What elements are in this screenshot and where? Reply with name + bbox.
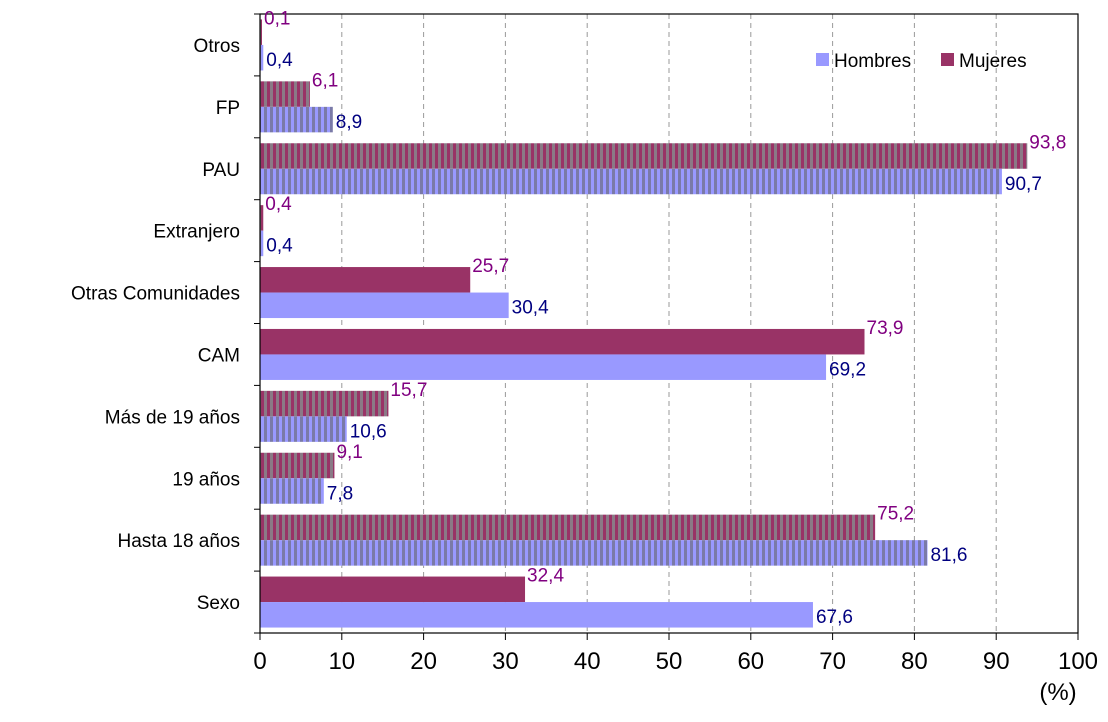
bar-mujeres-pau: [260, 143, 1028, 169]
x-tick-label-60: 60: [737, 648, 764, 675]
category-label-mas-de-19-anos: Más de 19 años: [105, 407, 240, 428]
x-tick-label-30: 30: [492, 648, 519, 675]
bar-mujeres-fp: [260, 81, 310, 107]
bars: [260, 19, 1028, 628]
bar-mujeres-sexo: [260, 576, 526, 603]
bar-hombres-sexo: [260, 602, 813, 628]
category-label-cam: CAM: [198, 345, 240, 366]
data-label-hombres-otros: 0,4: [266, 50, 293, 71]
x-tick-label-80: 80: [901, 648, 928, 675]
category-label-19-anos: 19 años: [172, 469, 240, 490]
data-label-hombres-pau: 90,7: [1005, 174, 1042, 195]
x-tick-label-0: 0: [253, 648, 266, 675]
gridlines: [341, 14, 997, 633]
bar-hombres-pau: [260, 168, 1002, 195]
category-label-hasta-18-anos: Hasta 18 años: [117, 531, 240, 552]
data-label-mujeres-mas-de-19-anos: 15,7: [390, 380, 427, 401]
bar-hombres-mas-de-19-anos: [260, 416, 347, 442]
bar-hombres-hasta-18-anos: [260, 540, 928, 566]
legend-swatch-hombres: [816, 53, 829, 66]
legend-label-mujeres: Mujeres: [959, 51, 1027, 72]
x-tick-label-20: 20: [410, 648, 437, 675]
data-label-hombres-mas-de-19-anos: 10,6: [350, 421, 387, 442]
x-tick-labels: 0 10 20 30 40 50 60 70 80 90 100: [253, 648, 1098, 675]
data-labels: 0,1 0,4 6,1 8,9 93,8 90,7 0,4 0,4 25,730,4 73,969…: [264, 8, 1066, 628]
bar-mujeres-otros: [260, 19, 262, 45]
legend: Hombres Mujeres: [816, 51, 1027, 72]
category-label-otras-comunidades: Otras Comunidades: [71, 284, 240, 305]
bar-mujeres-extranjero: [260, 205, 264, 231]
bar-hombres-19-anos: [260, 478, 324, 504]
bar-hombres-extranjero: [260, 230, 264, 257]
data-label-hombres-19-anos: 7,8: [327, 483, 353, 504]
data-label-mujeres-sexo: 32,4: [527, 566, 564, 587]
data-label-mujeres-hasta-18-anos: 75,2: [877, 504, 914, 525]
data-label-mujeres-fp: 6,1: [312, 70, 338, 91]
bar-hombres-fp: [260, 106, 333, 133]
data-label-hombres-hasta-18-anos: 81,6: [930, 545, 967, 566]
bar-mujeres-otras-comunidades: [260, 267, 471, 293]
data-label-mujeres-otras-comunidades: 25,7: [472, 256, 509, 277]
legend-swatch-mujeres: [941, 53, 954, 66]
x-unit-label: (%): [1039, 679, 1076, 706]
data-label-hombres-fp: 8,9: [336, 112, 362, 133]
bar-mujeres-mas-de-19-anos: [260, 390, 389, 417]
category-label-otros: Otros: [194, 36, 240, 57]
data-label-hombres-extranjero: 0,4: [266, 236, 293, 257]
data-label-mujeres-19-anos: 9,1: [336, 442, 362, 463]
bar-mujeres-cam: [260, 328, 865, 355]
category-labels: Otros FP PAU Extranjero Otras Comunidades CAM…: [71, 36, 240, 614]
bar-hombres-otros: [260, 44, 264, 71]
data-label-hombres-cam: 69,2: [829, 359, 866, 380]
data-label-mujeres-extranjero: 0,4: [265, 194, 292, 215]
x-tick-label-100: 100: [1058, 648, 1098, 675]
category-label-sexo: Sexo: [197, 593, 240, 614]
category-label-extranjero: Extranjero: [153, 222, 240, 243]
legend-label-hombres: Hombres: [834, 51, 911, 72]
bar-hombres-otras-comunidades: [260, 292, 509, 319]
bar-hombres-cam: [260, 354, 827, 380]
bar-mujeres-19-anos: [260, 452, 335, 479]
data-label-mujeres-pau: 93,8: [1029, 132, 1066, 153]
x-tick-label-70: 70: [819, 648, 846, 675]
x-tick-label-50: 50: [656, 648, 683, 675]
data-label-hombres-sexo: 67,6: [816, 607, 853, 628]
data-label-mujeres-otros: 0,1: [264, 8, 290, 29]
category-label-pau: PAU: [202, 160, 240, 181]
x-tick-label-40: 40: [574, 648, 601, 675]
data-label-mujeres-cam: 73,9: [867, 318, 904, 339]
category-label-fp: FP: [216, 98, 240, 119]
axes: [254, 13, 1079, 640]
bar-mujeres-hasta-18-anos: [260, 514, 876, 541]
x-tick-label-10: 10: [328, 648, 355, 675]
x-tick-label-90: 90: [983, 648, 1010, 675]
data-label-hombres-otras-comunidades: 30,4: [512, 298, 549, 319]
